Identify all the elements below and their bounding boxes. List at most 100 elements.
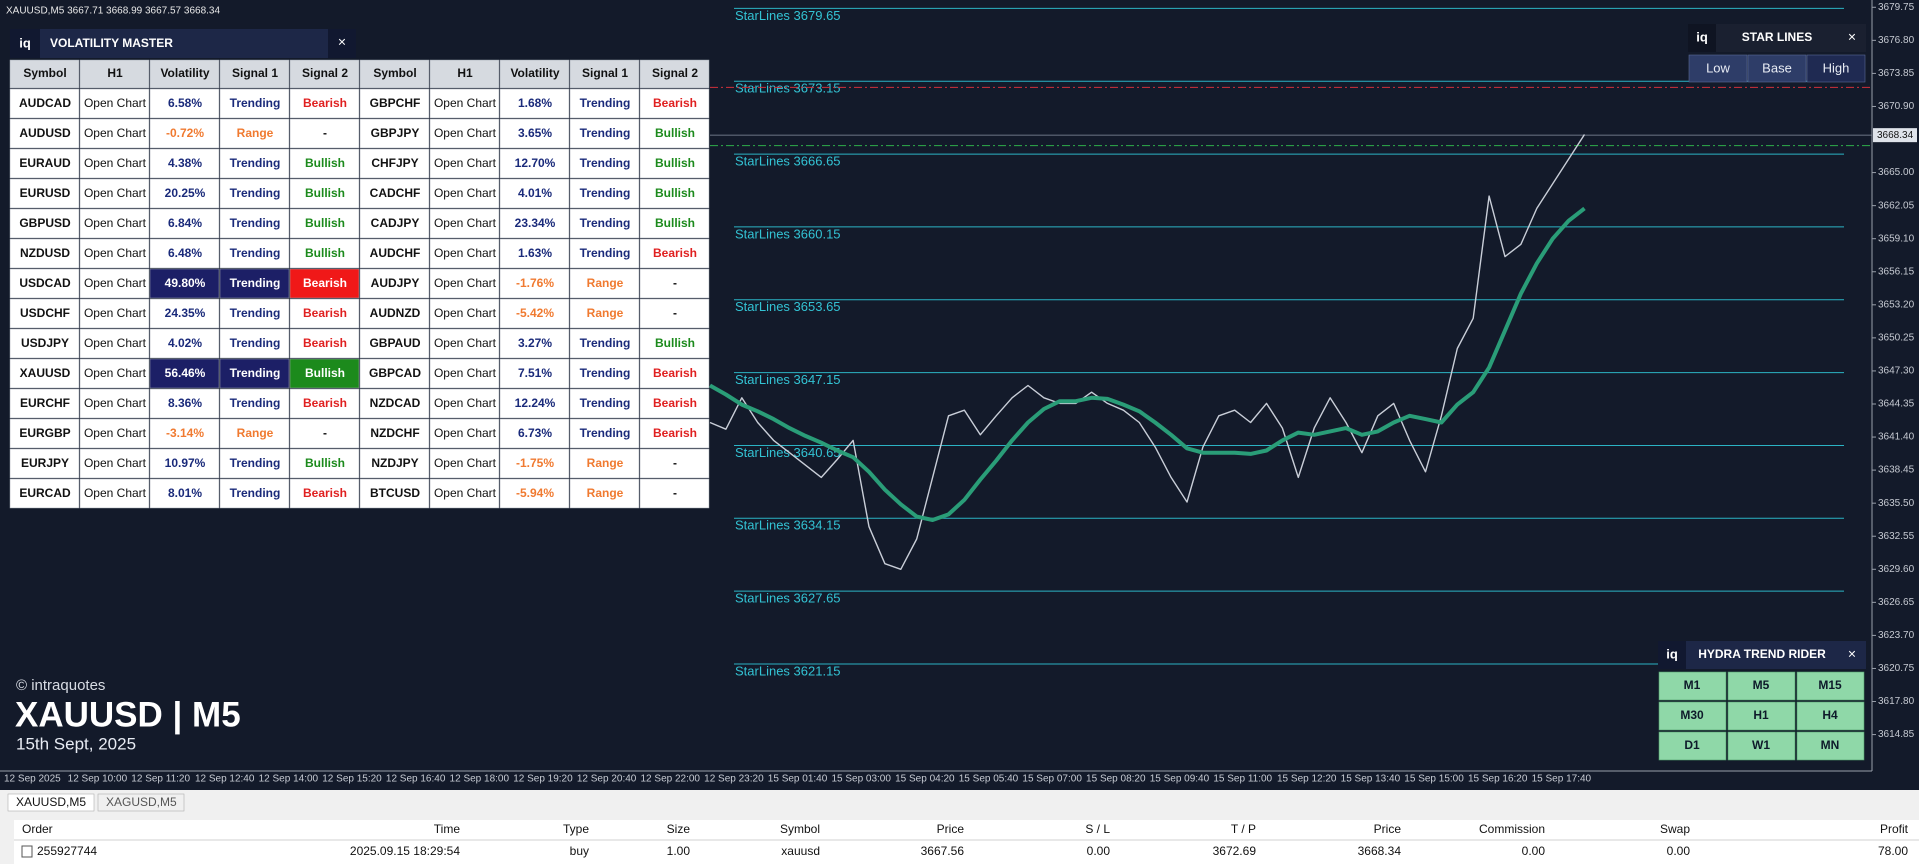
open-chart-button[interactable]: Open Chart	[434, 96, 497, 110]
vm-cell[interactable]	[429, 328, 500, 359]
hydra-button[interactable]	[1796, 701, 1865, 731]
open-chart-button[interactable]: Open Chart	[84, 486, 147, 500]
open-chart-button[interactable]: Open Chart	[434, 366, 497, 380]
vm-cell[interactable]	[79, 388, 150, 419]
vm-cell[interactable]	[429, 148, 500, 179]
open-chart-button[interactable]: Open Chart	[84, 276, 147, 290]
open-chart-button[interactable]: Open Chart	[434, 246, 497, 260]
vm-cell[interactable]	[79, 298, 150, 329]
open-chart-button[interactable]: Open Chart	[434, 126, 497, 140]
vm-cell-text: EURCAD	[19, 486, 71, 500]
vm-cell[interactable]	[79, 268, 150, 299]
open-chart-button[interactable]: Open Chart	[84, 126, 147, 140]
open-chart-button[interactable]: Open Chart	[84, 246, 147, 260]
hydra-button-label[interactable]: W1	[1752, 738, 1770, 752]
vm-cell[interactable]	[429, 478, 500, 509]
vm-cell[interactable]	[429, 388, 500, 419]
vm-cell	[359, 178, 430, 209]
hydra-button-label[interactable]: H4	[1822, 708, 1838, 722]
open-chart-button[interactable]: Open Chart	[434, 336, 497, 350]
vm-cell[interactable]	[79, 448, 150, 479]
vm-cell[interactable]	[429, 358, 500, 389]
x-tick-label: 15 Sep 12:20	[1277, 774, 1337, 785]
vm-cell[interactable]	[79, 118, 150, 149]
open-chart-button[interactable]: Open Chart	[84, 456, 147, 470]
hydra-button[interactable]	[1658, 701, 1727, 731]
sl-button-label[interactable]: High	[1823, 60, 1850, 75]
hydra-button[interactable]	[1727, 671, 1796, 701]
hydra-close[interactable]: ×	[1848, 646, 1856, 662]
open-chart-button[interactable]: Open Chart	[434, 186, 497, 200]
vm-cell[interactable]	[79, 418, 150, 449]
open-chart-button[interactable]: Open Chart	[84, 306, 147, 320]
open-chart-button[interactable]: Open Chart	[434, 156, 497, 170]
open-chart-button[interactable]: Open Chart	[84, 156, 147, 170]
sl-button-label[interactable]: Base	[1762, 60, 1792, 75]
open-chart-button[interactable]: Open Chart	[84, 186, 147, 200]
open-chart-button[interactable]: Open Chart	[84, 396, 147, 410]
sl-button-label[interactable]: Low	[1706, 60, 1730, 75]
vm-cell[interactable]	[79, 208, 150, 239]
hydra-button-label[interactable]: MN	[1821, 738, 1840, 752]
star-line-label: StarLines 3627.65	[735, 591, 841, 606]
open-chart-button[interactable]: Open Chart	[434, 216, 497, 230]
vm-cell[interactable]	[429, 88, 500, 119]
vm-cell[interactable]	[79, 358, 150, 389]
sl-button[interactable]	[1806, 54, 1866, 83]
vm-cell[interactable]	[79, 88, 150, 119]
hydra-button-label[interactable]: H1	[1753, 708, 1769, 722]
vm-close-box[interactable]	[328, 29, 356, 58]
vm-cell[interactable]	[79, 328, 150, 359]
chart-tab-label[interactable]: XAGUSD,M5	[106, 795, 177, 809]
vm-cell	[149, 358, 220, 389]
vm-cell[interactable]	[429, 208, 500, 239]
hydra-button-label[interactable]: M5	[1753, 678, 1770, 692]
open-chart-button[interactable]: Open Chart	[84, 216, 147, 230]
sl-button[interactable]	[1688, 54, 1748, 83]
hydra-button-label[interactable]: D1	[1684, 738, 1700, 752]
chart-tab-label[interactable]: XAUUSD,M5	[16, 795, 86, 809]
x-tick-label: 15 Sep 15:00	[1404, 774, 1464, 785]
vm-cell[interactable]	[429, 238, 500, 269]
vm-cell	[359, 148, 430, 179]
vm-close[interactable]: ×	[338, 34, 346, 50]
open-chart-button[interactable]: Open Chart	[84, 366, 147, 380]
hydra-button-label[interactable]: M15	[1818, 678, 1842, 692]
vm-cell[interactable]	[79, 178, 150, 209]
vm-cell[interactable]	[79, 238, 150, 269]
vm-cell[interactable]	[429, 118, 500, 149]
open-chart-button[interactable]: Open Chart	[84, 426, 147, 440]
vm-cell	[359, 88, 430, 119]
open-chart-button[interactable]: Open Chart	[434, 486, 497, 500]
open-chart-button[interactable]: Open Chart	[84, 336, 147, 350]
open-chart-button[interactable]: Open Chart	[434, 276, 497, 290]
open-chart-button[interactable]: Open Chart	[434, 426, 497, 440]
open-chart-button[interactable]: Open Chart	[434, 456, 497, 470]
sl-close[interactable]: ×	[1848, 29, 1856, 45]
open-chart-button[interactable]: Open Chart	[434, 306, 497, 320]
chart-tab[interactable]	[97, 793, 185, 812]
hydra-button[interactable]	[1658, 671, 1727, 701]
vm-cell[interactable]	[429, 268, 500, 299]
vm-cell[interactable]	[429, 448, 500, 479]
hydra-button-label[interactable]: M30	[1680, 708, 1704, 722]
open-chart-button[interactable]: Open Chart	[434, 396, 497, 410]
hydra-button-label[interactable]: M1	[1684, 678, 1701, 692]
chart-tab[interactable]	[7, 793, 95, 812]
hydra-button[interactable]	[1796, 731, 1865, 761]
x-tick-label: 15 Sep 11:00	[1213, 774, 1272, 785]
x-tick-label: 12 Sep 23:20	[704, 774, 764, 785]
vm-cell	[219, 478, 290, 509]
vm-cell[interactable]	[429, 418, 500, 449]
hydra-button[interactable]	[1727, 701, 1796, 731]
vm-cell[interactable]	[429, 298, 500, 329]
vm-cell-text: Trending	[580, 336, 631, 350]
vm-cell[interactable]	[79, 478, 150, 509]
hydra-button[interactable]	[1727, 731, 1796, 761]
vm-cell[interactable]	[79, 148, 150, 179]
hydra-button[interactable]	[1796, 671, 1865, 701]
sl-button[interactable]	[1747, 54, 1807, 83]
hydra-button[interactable]	[1658, 731, 1727, 761]
open-chart-button[interactable]: Open Chart	[84, 96, 147, 110]
vm-cell[interactable]	[429, 178, 500, 209]
